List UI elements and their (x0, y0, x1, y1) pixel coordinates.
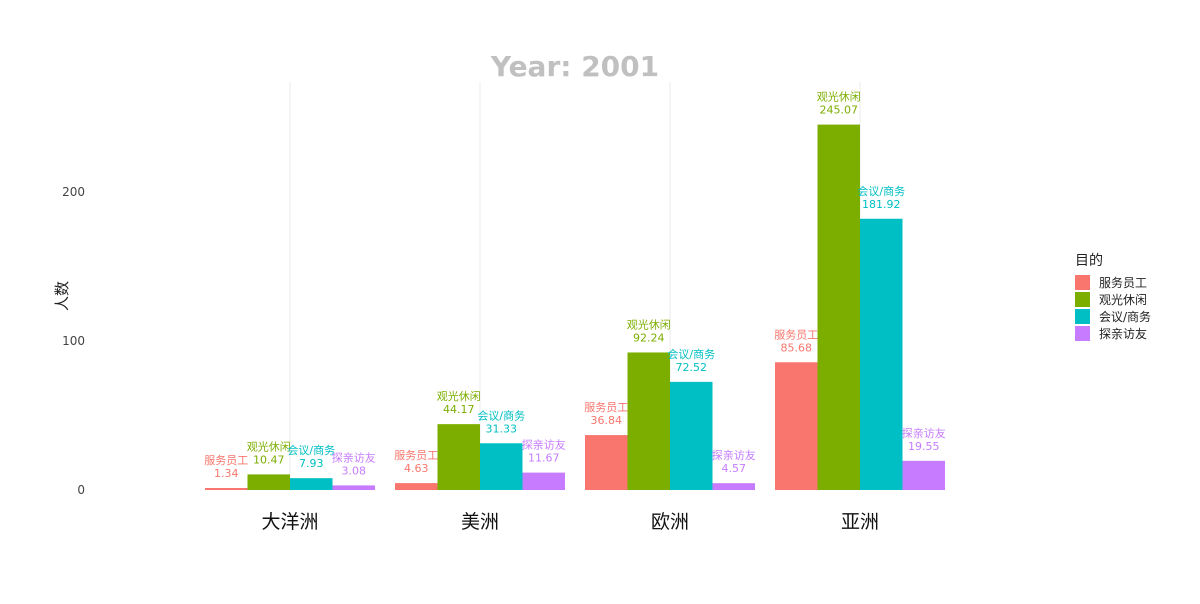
data-label-value: 11.67 (528, 452, 560, 465)
data-label-series: 会议/商务 (857, 184, 905, 198)
bar (817, 124, 860, 490)
data-label-value: 4.63 (404, 462, 429, 475)
data-label-series: 观光休闲 (817, 90, 861, 104)
data-label-value: 1.34 (214, 467, 239, 480)
data-label-value: 19.55 (908, 440, 940, 453)
legend-title: 目的 (1075, 253, 1103, 269)
data-label-series: 观光休闲 (627, 317, 671, 331)
legend-item: 会议/商务 (1075, 308, 1151, 325)
data-label-series: 会议/商务 (477, 408, 525, 422)
data-label-value: 85.68 (781, 341, 813, 354)
bar (860, 218, 903, 491)
chart-title: Year: 2001 (490, 50, 659, 83)
data-label-series: 探亲访友 (522, 438, 566, 452)
data-label-value: 4.57 (722, 462, 747, 475)
bar (437, 424, 480, 490)
bar (332, 485, 375, 490)
data-label-series: 观光休闲 (437, 389, 481, 403)
y-tick-label: 200 (62, 185, 85, 199)
y-axis-label: 人数 (53, 281, 71, 311)
data-label-value: 3.08 (342, 464, 367, 477)
x-tick-label: 亚洲 (841, 511, 879, 533)
data-label-series: 探亲访友 (902, 426, 946, 440)
legend: 目的 服务员工观光休闲会议/商务探亲访友 (1075, 250, 1151, 342)
data-label-series: 探亲访友 (712, 448, 756, 462)
data-label-value: 44.17 (443, 403, 475, 416)
y-tick-label: 0 (77, 483, 85, 497)
bar (670, 381, 713, 490)
legend-swatch (1075, 292, 1090, 307)
bar (585, 435, 628, 490)
bar (290, 478, 333, 490)
legend-swatch (1075, 326, 1090, 341)
bar (627, 352, 670, 490)
x-tick-label: 欧洲 (651, 511, 689, 533)
data-label-series: 探亲访友 (332, 450, 376, 464)
data-label-value: 72.52 (676, 361, 708, 374)
legend-items: 服务员工观光休闲会议/商务探亲访友 (1075, 274, 1151, 342)
bar (205, 488, 248, 490)
data-label-value: 245.07 (820, 104, 859, 117)
bar (480, 443, 523, 490)
bar (712, 483, 755, 490)
data-label-value: 92.24 (633, 331, 665, 344)
bar (775, 362, 818, 490)
data-label-series: 会议/商务 (287, 443, 335, 457)
data-label-value: 31.33 (486, 422, 518, 435)
legend-item: 服务员工 (1075, 274, 1151, 291)
legend-label: 服务员工 (1099, 276, 1148, 290)
data-label-series: 服务员工 (394, 449, 438, 462)
bar (395, 483, 438, 490)
x-tick-label: 美洲 (461, 511, 499, 533)
legend-item: 观光休闲 (1075, 291, 1151, 308)
bar (247, 474, 290, 490)
x-tick-label: 大洋洲 (261, 511, 318, 533)
data-label-value: 36.84 (591, 414, 623, 427)
data-label-series: 服务员工 (204, 454, 248, 467)
legend-label: 探亲访友 (1099, 327, 1148, 341)
legend-label: 会议/商务 (1099, 310, 1152, 324)
bar (902, 460, 945, 490)
data-label-series: 服务员工 (774, 328, 818, 341)
legend-item: 探亲访友 (1075, 325, 1151, 342)
data-label-series: 会议/商务 (667, 347, 715, 361)
legend-swatch (1075, 275, 1090, 290)
legend-label: 观光休闲 (1099, 293, 1148, 307)
bar (522, 472, 565, 490)
y-tick-label: 100 (62, 334, 85, 348)
data-label-value: 7.93 (299, 457, 324, 470)
data-label-value: 181.92 (862, 198, 901, 211)
legend-swatch (1075, 309, 1090, 324)
data-label-value: 10.47 (253, 453, 285, 466)
data-label-series: 观光休闲 (247, 439, 291, 453)
data-label-series: 服务员工 (584, 401, 628, 414)
